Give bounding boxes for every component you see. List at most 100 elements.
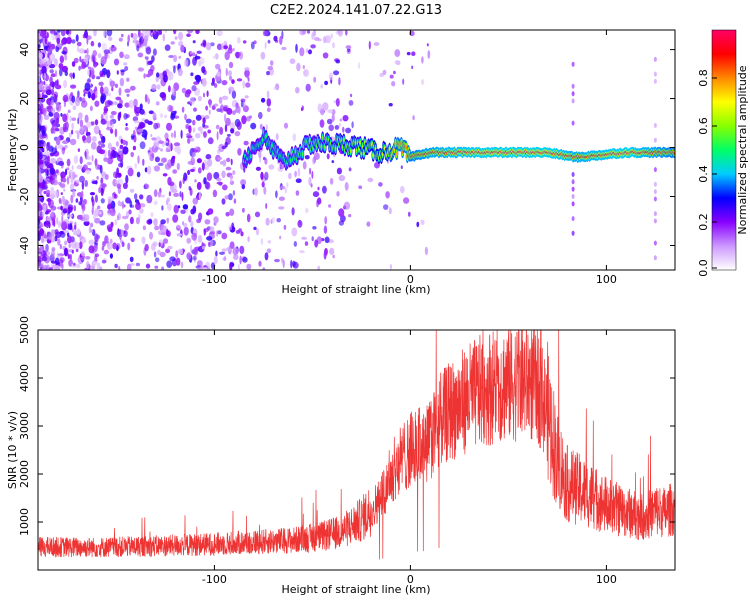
noise-speck bbox=[57, 144, 64, 150]
noise-speck bbox=[42, 184, 48, 191]
noise-speck bbox=[83, 93, 86, 97]
noise-speck bbox=[229, 261, 233, 270]
noise-speck bbox=[77, 90, 80, 98]
noise-speck bbox=[79, 175, 85, 183]
noise-speck bbox=[77, 117, 80, 125]
noise-speck bbox=[311, 236, 314, 242]
noise-speck bbox=[114, 218, 118, 226]
noise-speck bbox=[235, 107, 240, 113]
noise-speck bbox=[39, 139, 45, 144]
streak-speck bbox=[653, 196, 657, 202]
noise-speck bbox=[299, 47, 305, 57]
noise-speck bbox=[244, 95, 249, 99]
noise-speck bbox=[103, 249, 110, 255]
noise-speck bbox=[345, 45, 352, 50]
noise-speck bbox=[336, 191, 340, 197]
noise-speck bbox=[131, 135, 134, 139]
noise-speck bbox=[293, 241, 297, 247]
noise-speck bbox=[149, 231, 153, 240]
noise-speck bbox=[87, 69, 90, 76]
noise-speck bbox=[144, 93, 148, 103]
noise-speck bbox=[230, 158, 233, 166]
noise-speck bbox=[331, 114, 335, 122]
noise-speck bbox=[69, 222, 73, 231]
noise-speck bbox=[160, 194, 165, 198]
spectrogram-x-tick-label: -100 bbox=[202, 273, 227, 286]
noise-speck bbox=[221, 248, 227, 253]
noise-speck bbox=[104, 100, 111, 108]
noise-speck bbox=[351, 121, 354, 129]
noise-speck bbox=[79, 126, 84, 135]
noise-speck bbox=[145, 73, 151, 78]
noise-speck bbox=[147, 60, 153, 66]
snr-x-ticks: -100 0 100 bbox=[202, 330, 617, 586]
ridge-core bbox=[308, 138, 311, 143]
noise-speck bbox=[126, 77, 130, 82]
noise-speck bbox=[227, 193, 233, 201]
noise-speck bbox=[187, 137, 191, 144]
noise-speck bbox=[41, 92, 45, 99]
noise-speck bbox=[173, 65, 176, 74]
noise-speck bbox=[82, 198, 87, 205]
noise-speck bbox=[342, 126, 345, 133]
noise-speck bbox=[301, 105, 304, 111]
noise-speck bbox=[258, 111, 263, 120]
noise-speck bbox=[424, 246, 428, 256]
noise-speck bbox=[167, 245, 173, 250]
noise-speck bbox=[344, 182, 349, 191]
noise-speck bbox=[58, 161, 65, 166]
noise-speck bbox=[76, 263, 81, 269]
noise-speck bbox=[253, 226, 257, 231]
noise-speck bbox=[202, 40, 207, 48]
noise-speck bbox=[166, 260, 173, 268]
noise-speck bbox=[40, 89, 47, 93]
noise-speck bbox=[75, 179, 80, 184]
noise-speck bbox=[63, 188, 66, 192]
noise-speck bbox=[332, 254, 336, 259]
noise-speck bbox=[264, 157, 268, 165]
noise-speck bbox=[137, 30, 141, 38]
noise-speck bbox=[47, 59, 52, 66]
noise-speck bbox=[86, 121, 92, 128]
noise-speck bbox=[324, 80, 328, 86]
noise-speck bbox=[170, 157, 175, 167]
noise-speck bbox=[61, 140, 69, 145]
noise-speck bbox=[255, 166, 261, 171]
noise-speck bbox=[323, 225, 328, 234]
noise-speck bbox=[379, 73, 385, 77]
noise-speck bbox=[290, 259, 293, 269]
noise-speck bbox=[107, 142, 112, 150]
noise-speck bbox=[208, 109, 211, 115]
noise-speck bbox=[66, 214, 73, 218]
noise-speck bbox=[306, 48, 309, 53]
noise-speck bbox=[42, 107, 47, 116]
noise-speck bbox=[323, 250, 327, 260]
noise-speck bbox=[160, 231, 167, 236]
noise-speck bbox=[130, 32, 134, 38]
noise-speck bbox=[240, 179, 247, 186]
noise-speck bbox=[63, 230, 70, 234]
noise-speck bbox=[86, 135, 92, 144]
noise-speck bbox=[72, 105, 77, 111]
noise-speck bbox=[322, 102, 329, 111]
noise-speck bbox=[242, 40, 247, 44]
noise-speck bbox=[367, 177, 374, 183]
noise-speck bbox=[92, 50, 97, 57]
noise-speck bbox=[76, 164, 83, 170]
noise-speck bbox=[38, 149, 42, 156]
noise-speck bbox=[78, 201, 83, 206]
noise-speck bbox=[203, 69, 207, 76]
noise-speck bbox=[129, 200, 133, 208]
noise-speck bbox=[240, 100, 244, 108]
noise-speck bbox=[96, 76, 101, 80]
noise-speck bbox=[137, 155, 140, 165]
noise-speck bbox=[162, 173, 168, 177]
noise-speck bbox=[103, 86, 109, 95]
noise-speck bbox=[56, 43, 62, 48]
noise-speck bbox=[232, 190, 236, 196]
noise-speck bbox=[164, 114, 168, 119]
noise-speck bbox=[192, 40, 196, 44]
noise-speck bbox=[124, 126, 129, 131]
noise-speck bbox=[201, 162, 205, 171]
noise-speck bbox=[119, 51, 124, 59]
